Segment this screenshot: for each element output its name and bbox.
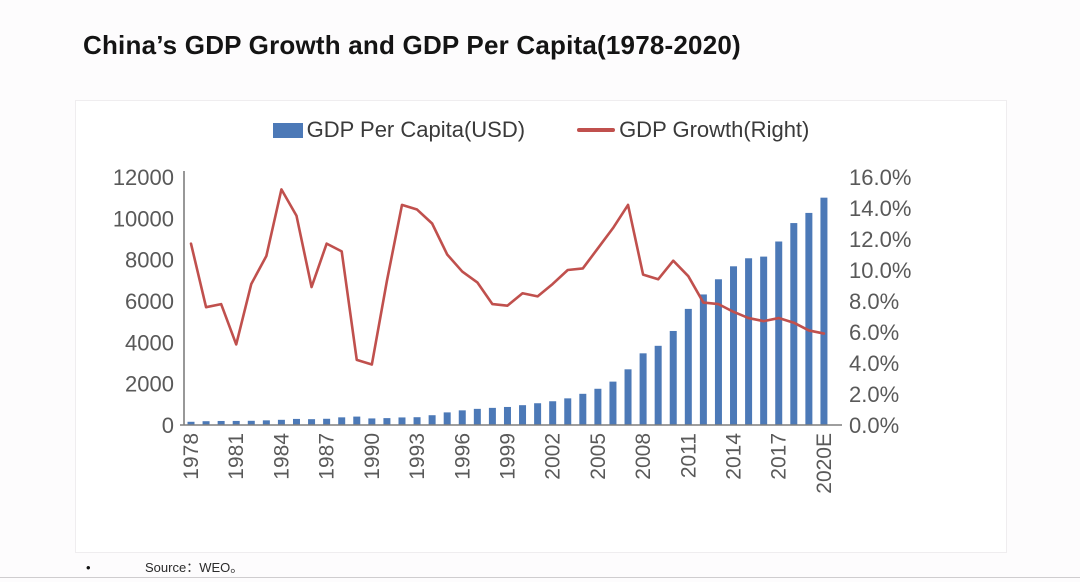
y-right-tick-label: 0.0% <box>849 413 899 438</box>
bar-1985 <box>292 418 300 425</box>
bar-2013 <box>714 279 722 425</box>
bar-2004 <box>579 393 587 425</box>
y-right-tick-label: 2.0% <box>849 382 899 407</box>
bar-2006 <box>609 381 617 425</box>
bullet-icon: • <box>86 560 91 575</box>
x-tick-label-2002: 2002 <box>542 433 565 480</box>
bar-2014 <box>730 266 738 425</box>
bar-1980 <box>217 420 225 425</box>
bar-1978 <box>187 421 195 425</box>
bar-2020E <box>820 197 828 425</box>
y-right-tick-label: 16.0% <box>849 165 911 190</box>
bar-1998 <box>488 407 496 425</box>
y-right-tick-label: 14.0% <box>849 196 911 221</box>
bar-1995 <box>443 412 451 425</box>
x-tick-label-1981: 1981 <box>225 433 248 480</box>
bar-1994 <box>428 415 436 425</box>
bar-2010 <box>669 330 677 425</box>
bar-2003 <box>564 398 572 425</box>
y-left-tick-label: 2000 <box>125 372 174 397</box>
x-tick-label-2005: 2005 <box>587 433 610 480</box>
bottom-divider <box>0 577 1080 578</box>
bar-1982 <box>247 420 255 425</box>
y-right-tick-label: 6.0% <box>849 320 899 345</box>
x-tick-label-1990: 1990 <box>361 433 384 480</box>
x-tick-label-1996: 1996 <box>451 433 474 480</box>
source-note: • Source：WEO。 <box>0 553 1080 579</box>
y-left-tick-label: 4000 <box>125 330 174 355</box>
x-tick-label-1993: 1993 <box>406 433 429 480</box>
chart-svg: 0 2000 4000 6000 8000 10000 12000 0.0% 2.0% 4.0% 6… <box>113 165 912 494</box>
legend: GDP Per Capita(USD) GDP Growth(Right) <box>76 117 1006 143</box>
bar-2017 <box>775 241 783 425</box>
y-right-tick-label: 8.0% <box>849 289 899 314</box>
bar-1989 <box>353 416 361 425</box>
bar-2019 <box>805 212 813 425</box>
x-tick-label-2017: 2017 <box>768 433 791 480</box>
bar-2001 <box>534 403 542 425</box>
bar-1999 <box>503 406 511 425</box>
bar-2005 <box>594 388 602 425</box>
y-right-tick-label: 10.0% <box>849 258 911 283</box>
source-text: Source：WEO。 <box>145 560 244 575</box>
x-tick-label-2008: 2008 <box>632 433 655 480</box>
page-title: China’s GDP Growth and GDP Per Capita(19… <box>83 30 741 60</box>
bar-2009 <box>654 345 662 425</box>
x-tick-label-2011: 2011 <box>677 433 700 478</box>
bar-2015 <box>745 258 753 425</box>
bar-2007 <box>624 369 632 425</box>
y-left-tick-label: 8000 <box>125 248 174 273</box>
legend-label-gdp-per-capita: GDP Per Capita(USD) <box>306 117 526 142</box>
bar-1987 <box>323 418 331 425</box>
bar-1986 <box>308 419 316 425</box>
x-tick-label-2014: 2014 <box>723 433 746 480</box>
bar-1996 <box>458 410 466 425</box>
bar-1979 <box>202 421 210 425</box>
x-tick-label-1999: 1999 <box>496 433 519 480</box>
bar-1984 <box>277 419 285 425</box>
y-right-tick-label: 4.0% <box>849 351 899 376</box>
bar-1993 <box>413 417 421 425</box>
x-tick-label-1987: 1987 <box>316 433 339 480</box>
chart-panel: 0 2000 4000 6000 8000 10000 12000 0.0% 2.0% 4.0% 6… <box>75 100 1007 553</box>
bar-1988 <box>338 417 346 425</box>
legend-item-gdp-growth: GDP Growth(Right) <box>577 117 809 143</box>
bar-2016 <box>760 256 768 425</box>
y-right-tick-label: 12.0% <box>849 227 911 252</box>
y-left-tick-label: 10000 <box>113 206 174 231</box>
gdp-growth-line <box>189 188 826 366</box>
bar-1981 <box>232 420 240 425</box>
legend-item-gdp-per-capita: GDP Per Capita(USD) <box>272 117 526 143</box>
legend-label-gdp-growth: GDP Growth(Right) <box>619 117 810 142</box>
bar-2012 <box>699 294 707 425</box>
bar-1997 <box>473 408 481 425</box>
line-marker-icon <box>577 128 616 132</box>
bar-1983 <box>262 420 270 425</box>
bar-2002 <box>549 401 557 425</box>
x-tick-label-2020E: 2020E <box>813 433 836 494</box>
bar-1992 <box>398 417 406 425</box>
y-left-tick-label: 0 <box>162 413 174 438</box>
bar-2008 <box>639 353 647 425</box>
bar-1990 <box>368 418 376 425</box>
bar-2000 <box>519 405 527 425</box>
bar-1991 <box>383 418 391 425</box>
bar-swatch-icon <box>272 122 303 138</box>
x-tick-label-1984: 1984 <box>270 433 293 480</box>
y-left-tick-label: 6000 <box>125 289 174 314</box>
bar-2011 <box>684 308 692 425</box>
x-tick-label-1978: 1978 <box>180 433 203 480</box>
y-left-tick-label: 12000 <box>113 165 174 190</box>
